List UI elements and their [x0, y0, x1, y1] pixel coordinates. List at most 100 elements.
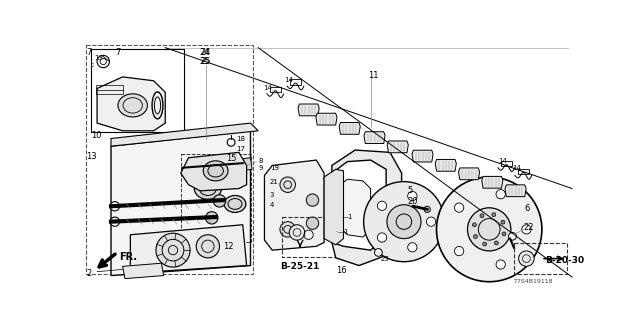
Circle shape — [378, 233, 387, 242]
Polygon shape — [324, 169, 344, 245]
Text: 17: 17 — [237, 146, 246, 152]
Text: 24: 24 — [200, 48, 211, 57]
Circle shape — [522, 225, 531, 234]
Text: —1: —1 — [338, 229, 349, 236]
Polygon shape — [435, 159, 456, 171]
Circle shape — [492, 213, 496, 217]
Text: 2: 2 — [86, 269, 92, 278]
Bar — [95, 84, 123, 94]
Circle shape — [502, 232, 506, 236]
Circle shape — [408, 191, 417, 201]
Circle shape — [472, 223, 476, 227]
Circle shape — [196, 235, 220, 258]
Polygon shape — [332, 150, 402, 266]
Text: 7: 7 — [86, 48, 92, 57]
Text: 10: 10 — [91, 131, 101, 140]
Circle shape — [454, 203, 464, 212]
Circle shape — [289, 225, 305, 240]
Circle shape — [426, 217, 436, 226]
Text: B-25-21: B-25-21 — [280, 262, 319, 271]
Circle shape — [518, 251, 534, 266]
Text: 4: 4 — [270, 203, 275, 208]
Polygon shape — [505, 185, 526, 196]
Bar — [269, 87, 281, 92]
Ellipse shape — [188, 164, 197, 170]
Circle shape — [474, 235, 477, 238]
Polygon shape — [339, 123, 360, 134]
Text: 9: 9 — [259, 165, 263, 172]
Circle shape — [110, 217, 120, 226]
Polygon shape — [131, 225, 246, 273]
Circle shape — [156, 233, 190, 267]
Bar — [500, 161, 512, 166]
Circle shape — [483, 242, 486, 246]
Polygon shape — [412, 150, 433, 162]
Circle shape — [501, 220, 505, 224]
Text: 12: 12 — [223, 242, 234, 251]
Bar — [518, 169, 529, 174]
Text: 22: 22 — [524, 223, 534, 232]
Bar — [514, 243, 566, 274]
Circle shape — [496, 260, 506, 269]
Circle shape — [110, 202, 120, 211]
Text: 13: 13 — [86, 152, 97, 161]
Circle shape — [480, 214, 484, 218]
Polygon shape — [180, 152, 246, 191]
Polygon shape — [458, 168, 479, 180]
Polygon shape — [336, 179, 371, 237]
Text: 23: 23 — [381, 256, 390, 262]
Text: ⬜: ⬜ — [91, 63, 93, 67]
Circle shape — [364, 182, 444, 262]
Text: 14: 14 — [264, 84, 273, 91]
Circle shape — [280, 222, 296, 237]
Circle shape — [374, 249, 382, 256]
Text: 24: 24 — [199, 48, 210, 57]
Text: T7S4B19118: T7S4B19118 — [514, 279, 554, 284]
Circle shape — [408, 243, 417, 252]
Text: —1: —1 — [341, 214, 353, 220]
Circle shape — [213, 195, 226, 207]
Polygon shape — [482, 176, 503, 188]
Text: FR.: FR. — [119, 252, 137, 262]
Circle shape — [467, 208, 511, 251]
Polygon shape — [123, 263, 164, 279]
Circle shape — [307, 217, 319, 229]
Text: 18: 18 — [237, 136, 246, 142]
Circle shape — [387, 205, 421, 239]
Text: 25: 25 — [199, 57, 210, 66]
Text: 14: 14 — [499, 158, 508, 164]
Circle shape — [509, 232, 516, 240]
Ellipse shape — [118, 94, 147, 117]
Circle shape — [424, 206, 430, 212]
Ellipse shape — [195, 178, 221, 199]
Text: 16: 16 — [336, 266, 346, 275]
Text: B-20-30: B-20-30 — [545, 256, 584, 265]
Text: 20: 20 — [407, 197, 417, 206]
Circle shape — [307, 194, 319, 206]
Text: 15: 15 — [226, 154, 236, 163]
Text: 7: 7 — [115, 48, 120, 57]
Polygon shape — [364, 132, 385, 143]
Polygon shape — [239, 158, 252, 171]
Ellipse shape — [224, 196, 246, 212]
Text: 13: 13 — [94, 55, 103, 61]
Bar — [91, 49, 184, 132]
Circle shape — [280, 177, 296, 192]
Circle shape — [378, 201, 387, 211]
Polygon shape — [97, 77, 165, 131]
Bar — [290, 79, 301, 85]
Circle shape — [227, 139, 235, 146]
Polygon shape — [264, 160, 324, 250]
Bar — [282, 217, 337, 257]
Text: 3: 3 — [270, 192, 275, 198]
Circle shape — [205, 212, 218, 224]
Text: 14: 14 — [513, 165, 522, 172]
Text: 6: 6 — [524, 204, 529, 213]
Bar — [86, 44, 253, 274]
Text: 5: 5 — [407, 186, 412, 195]
Polygon shape — [387, 141, 408, 153]
Polygon shape — [316, 113, 337, 125]
Polygon shape — [111, 123, 259, 146]
Circle shape — [454, 246, 464, 256]
Text: 21: 21 — [270, 179, 279, 185]
